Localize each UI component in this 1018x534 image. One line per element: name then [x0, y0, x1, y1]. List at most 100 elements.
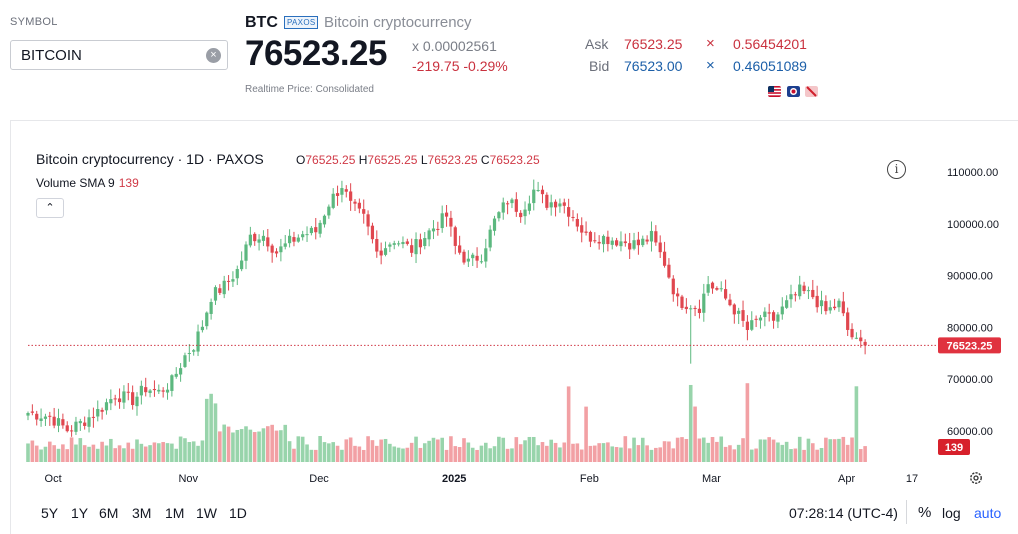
candle-body — [192, 350, 196, 352]
volume-bar — [553, 442, 558, 462]
candle-body — [506, 203, 510, 205]
candle-body — [710, 282, 715, 289]
candle-body — [833, 306, 837, 309]
range-1m-button[interactable]: 1M — [165, 505, 185, 521]
range-1y-button[interactable]: 1Y — [71, 505, 89, 521]
x-tick-label: Mar — [702, 473, 721, 485]
candle-body — [183, 355, 187, 367]
volume-bar — [863, 446, 867, 462]
candle-body — [597, 241, 601, 244]
volume-bar — [388, 443, 392, 462]
settings-gear-icon[interactable] — [968, 470, 984, 486]
volume-bar — [340, 449, 344, 462]
volume-bar — [662, 441, 667, 462]
range-1d-button[interactable]: 1D — [229, 505, 247, 521]
info-icon[interactable]: i — [887, 160, 906, 179]
candle-body — [257, 239, 261, 243]
volume-bar — [65, 449, 70, 462]
candle-body — [658, 242, 662, 253]
candle-body — [200, 326, 204, 331]
log-scale-button[interactable]: log — [942, 505, 961, 521]
candle-body — [510, 199, 514, 204]
close-label: C — [480, 153, 490, 167]
candle-body — [484, 248, 488, 262]
candle-body — [388, 244, 392, 247]
candle-body — [26, 412, 30, 416]
volume-bar — [828, 439, 833, 462]
candle-body — [662, 251, 667, 266]
candle-body — [689, 308, 693, 310]
clear-search-icon[interactable]: × — [206, 48, 221, 63]
candles — [26, 179, 867, 437]
open-label: O — [296, 153, 306, 167]
volume-bar — [488, 448, 492, 462]
range-6m-button[interactable]: 6M — [99, 505, 119, 521]
range-1w-button[interactable]: 1W — [196, 505, 217, 521]
symbol-search-box[interactable]: × — [10, 40, 228, 70]
candle-body — [462, 251, 466, 263]
high-label: H — [358, 153, 368, 167]
volume-bar — [165, 443, 170, 462]
candle-body — [56, 418, 61, 426]
candle-body — [715, 287, 719, 290]
candle-body — [231, 279, 235, 282]
candle-body — [174, 373, 178, 377]
percent-scale-button[interactable]: % — [918, 504, 932, 521]
volume-bar — [697, 438, 702, 462]
candle-body — [440, 213, 444, 229]
volume-bar — [327, 443, 331, 462]
candle-body — [719, 288, 723, 290]
volume-bar — [157, 443, 161, 462]
range-3m-button[interactable]: 3M — [132, 505, 152, 521]
toolbar-divider — [906, 500, 907, 524]
candle-body — [74, 421, 78, 432]
auto-scale-button[interactable]: auto — [974, 505, 1002, 521]
volume-bar — [348, 437, 353, 462]
candle-body — [632, 240, 636, 249]
volume-bar — [841, 436, 846, 462]
volume-bar — [710, 437, 715, 462]
volume-bar — [719, 436, 724, 462]
volume-bar — [497, 436, 501, 462]
price-change: -219.75 -0.29% — [412, 58, 508, 74]
candle-body — [697, 308, 702, 314]
volume-bar — [414, 436, 418, 462]
candle-body — [327, 206, 331, 216]
candle-body — [540, 189, 545, 195]
y-tick-label: 80000.00 — [947, 322, 993, 334]
candle-body — [763, 311, 767, 317]
volume-bar — [183, 438, 187, 462]
candle-body — [863, 341, 867, 346]
volume-bar — [357, 446, 362, 462]
volume-bar — [135, 439, 139, 462]
volume-bar — [82, 445, 87, 462]
volume-bar — [466, 442, 471, 462]
candle-body — [122, 391, 126, 403]
chart-panel[interactable] — [10, 120, 1018, 534]
volume-bar — [309, 449, 314, 462]
volume-bar — [95, 448, 100, 462]
realtime-note: Realtime Price: Consolidated — [245, 84, 374, 95]
volume-bar — [675, 437, 680, 462]
candle-body — [362, 209, 366, 214]
chart-title: Bitcoin cryptocurrency · 1D · PAXOS — [36, 151, 264, 167]
x-tick-label: Oct — [45, 473, 62, 485]
collapse-legend-button[interactable]: ⌃ — [36, 198, 64, 218]
candle-body — [676, 293, 680, 297]
high-value: 76525.25 — [367, 153, 418, 167]
candle-body — [144, 387, 148, 393]
candle-body — [248, 234, 252, 246]
volume-bar — [52, 445, 56, 462]
volume-bar — [270, 424, 274, 462]
range-5y-button[interactable]: 5Y — [41, 505, 59, 521]
volume-bar — [680, 437, 684, 462]
candle-body — [732, 304, 736, 315]
candle-body — [117, 398, 122, 403]
volume-bar — [684, 438, 689, 462]
volume-bar — [627, 448, 632, 462]
volume-bar — [401, 448, 405, 462]
symbol-search-input[interactable] — [19, 45, 203, 65]
candle-body — [667, 264, 671, 278]
candle-body — [274, 251, 279, 254]
